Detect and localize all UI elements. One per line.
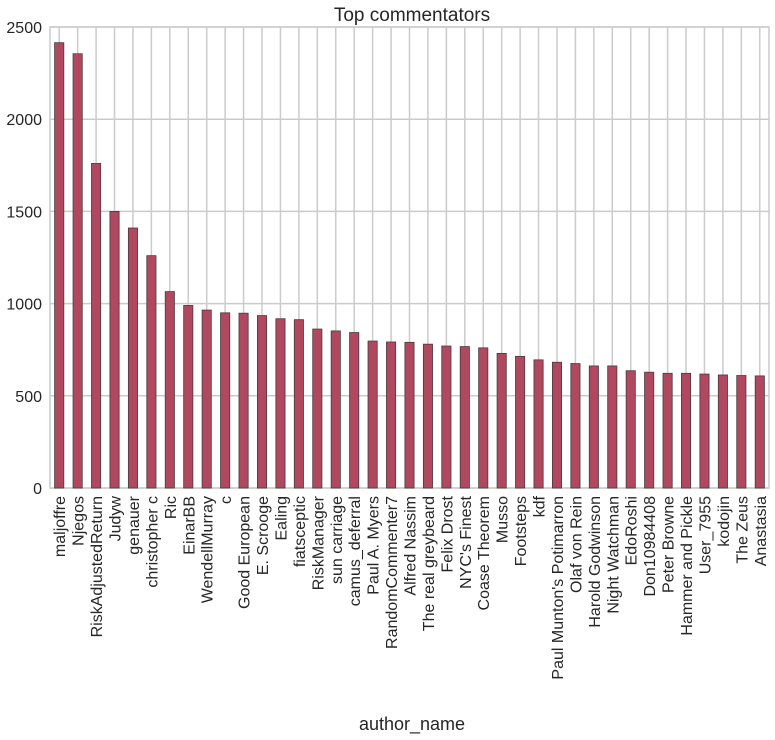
bar: [54, 42, 65, 489]
x-tick-label: User_7955: [697, 496, 714, 574]
bar: [717, 374, 728, 489]
x-tick-label: Footsteps: [513, 496, 530, 566]
y-tick-label: 1500: [6, 204, 42, 221]
bar: [625, 370, 636, 489]
bar: [386, 341, 397, 489]
bar: [367, 340, 378, 489]
bar: [496, 352, 507, 489]
bar: [201, 309, 212, 489]
bar: [699, 373, 710, 489]
bar: [349, 332, 360, 489]
x-tick-label: c: [218, 496, 235, 504]
bar: [551, 361, 562, 489]
bar: [312, 328, 323, 489]
bar: [257, 315, 268, 489]
x-tick-label: E. Scrooge: [255, 496, 272, 575]
x-tick-label: Paul A. Myers: [366, 496, 383, 595]
bar: [146, 255, 157, 489]
x-tick-label: The Zeus: [734, 496, 751, 564]
x-tick-label: EinarBB: [181, 496, 198, 555]
y-tick-label: 2500: [6, 20, 42, 37]
x-tick-label: Don10984408: [642, 496, 659, 597]
x-tick-label: Ealing: [273, 496, 290, 540]
x-tick-label: NYC's Finest: [458, 495, 475, 588]
bar: [422, 343, 433, 489]
x-tick-label: Felix Drost: [439, 495, 456, 572]
bar: [588, 365, 599, 489]
x-tick-label: RiskManager: [310, 495, 327, 590]
x-tick-label: Olaf von Rein: [568, 496, 585, 593]
bar: [164, 291, 175, 489]
bar: [293, 319, 304, 489]
bars: [54, 42, 765, 489]
x-tick-label: camus_deferral: [347, 496, 364, 606]
x-tick-label: Alfred Nassim: [403, 496, 420, 596]
chart-title: Top commentators: [334, 5, 490, 26]
x-tick-label: Harold Godwinson: [587, 496, 604, 628]
bar: [238, 312, 249, 489]
x-tick-label: Paul Munton's Potimarron: [550, 496, 567, 680]
bar: [91, 163, 102, 489]
x-tick-label: Ric: [163, 496, 180, 519]
bar: [220, 312, 231, 489]
x-tick-label: RandomCommenter7: [384, 496, 401, 649]
bar: [183, 305, 194, 489]
bar: [441, 345, 452, 489]
x-tick-label: Coase Theorem: [476, 496, 493, 610]
x-tick-label: sun carriage: [329, 496, 346, 584]
x-tick-label: Hammer and Pickle: [679, 496, 696, 636]
x-tick-label: Peter Browne: [661, 496, 678, 593]
x-tick-labels: maljoffre Njegos RiskAdjustedReturn Judyw ge…: [52, 495, 770, 679]
bar: [607, 365, 618, 489]
x-tick-label: christopher c: [144, 496, 161, 588]
bar: [754, 375, 765, 489]
y-tick-label: 2000: [6, 112, 42, 129]
bar: [109, 210, 120, 489]
bar: [515, 355, 526, 489]
bar: [662, 372, 673, 489]
bar: [72, 53, 83, 489]
x-tick-label: WendellMurray: [200, 496, 217, 603]
x-tick-label: kodojin: [716, 496, 733, 547]
x-tick-label: Good European: [237, 496, 254, 609]
bar: [681, 372, 692, 489]
bar: [736, 375, 747, 489]
x-axis-label: author_name: [359, 714, 465, 735]
bar: [404, 341, 415, 489]
x-tick-label: kdf: [532, 495, 549, 517]
bar: [533, 359, 544, 489]
bar: [275, 318, 286, 489]
y-tick-labels: 0 500 1000 1500 2000 2500: [6, 20, 42, 498]
x-tick-label: Njegos: [71, 496, 88, 546]
x-tick-label: RiskAdjustedReturn: [89, 496, 106, 637]
bar: [570, 363, 581, 489]
bar: [478, 347, 489, 489]
y-tick-label: 0: [33, 481, 42, 498]
x-tick-label: Judyw: [108, 496, 125, 542]
y-tick-label: 1000: [6, 297, 42, 314]
bar: [330, 330, 341, 489]
x-tick-label: fiatsceptic: [292, 496, 309, 567]
x-tick-label: maljoffre: [52, 496, 69, 557]
bar: [459, 346, 470, 489]
y-tick-label: 500: [15, 389, 42, 406]
x-tick-label: EdoRoshi: [624, 496, 641, 565]
bar: [127, 227, 138, 489]
x-tick-label: Musso: [495, 496, 512, 543]
x-tick-label: genauer: [126, 495, 143, 554]
x-tick-label: Anastasia: [753, 496, 770, 566]
bar: [644, 371, 655, 489]
x-tick-label: The real greybeard: [421, 496, 438, 631]
x-tick-label: Night Watchman: [605, 496, 622, 614]
